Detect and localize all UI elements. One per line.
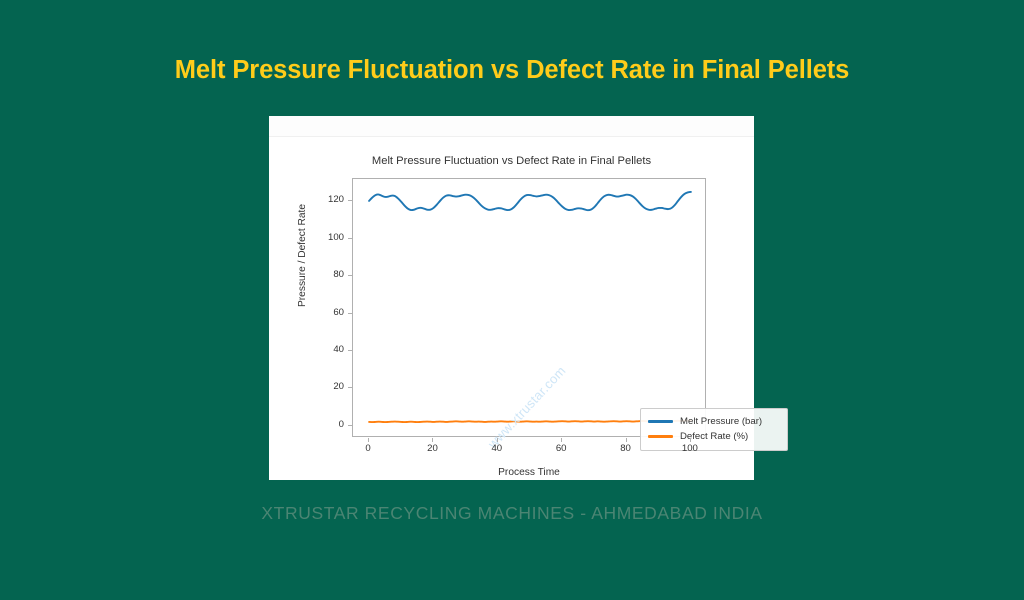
- x-tick-mark: [689, 438, 691, 442]
- page-title: Melt Pressure Fluctuation vs Defect Rate…: [174, 56, 850, 84]
- footer-caption: XTRUSTAR RECYCLING MACHINES - AHMEDABAD …: [261, 503, 763, 523]
- chart-figure-card: Melt Pressure Fluctuation vs Defect Rate…: [269, 116, 788, 480]
- legend-label-defect-rate: Defect Rate (%): [680, 431, 749, 442]
- x-tick-label: 20: [427, 443, 438, 454]
- y-tick-mark: [348, 387, 352, 389]
- x-axis-label: Process Time: [498, 467, 560, 478]
- y-tick-mark: [348, 312, 352, 314]
- legend-item[interactable]: Defect Rate (%): [648, 429, 780, 444]
- y-tick-mark: [348, 275, 352, 277]
- y-tick-label: 80: [333, 269, 344, 281]
- x-tick-label: 0: [365, 443, 371, 454]
- plot-area: www.xtrustar.com Melt Pressure (bar) Def…: [352, 178, 788, 451]
- figure-toolbar-strip: [269, 116, 754, 137]
- y-tick-label: 40: [333, 344, 344, 356]
- y-axis-label: Pressure / Defect Rate: [297, 203, 308, 307]
- x-tick-label: 40: [491, 443, 503, 454]
- x-tick-label: 100: [681, 443, 698, 454]
- x-tick-label: 60: [555, 443, 567, 454]
- y-tick-label: 100: [327, 231, 344, 243]
- y-tick-mark: [348, 424, 352, 426]
- x-tick-mark: [496, 438, 498, 442]
- legend-label-melt-pressure: Melt Pressure (bar): [680, 416, 763, 427]
- x-tick-mark: [368, 438, 370, 442]
- y-tick-label: 0: [338, 418, 344, 430]
- x-tick-mark: [432, 438, 434, 442]
- defect-rate-line: [368, 419, 692, 424]
- x-tick-label: 80: [620, 443, 631, 454]
- chart-title: Melt Pressure Fluctuation vs Defect Rate…: [371, 155, 652, 167]
- legend-swatch-melt-pressure: [648, 420, 673, 423]
- y-tick-label: 60: [333, 306, 344, 318]
- y-tick-label: 120: [327, 194, 344, 206]
- plot-svg: [368, 190, 692, 424]
- x-tick-mark: [561, 438, 563, 442]
- chart-legend: Melt Pressure (bar) Defect Rate (%): [640, 408, 788, 451]
- y-tick-mark: [348, 350, 352, 352]
- y-tick-mark: [348, 237, 352, 239]
- legend-item[interactable]: Melt Pressure (bar): [648, 414, 780, 429]
- legend-swatch-defect-rate: [648, 435, 673, 438]
- y-tick-label: 20: [333, 381, 344, 393]
- x-tick-mark: [625, 438, 627, 442]
- y-tick-mark: [348, 200, 352, 202]
- melt-pressure-line: [368, 190, 692, 212]
